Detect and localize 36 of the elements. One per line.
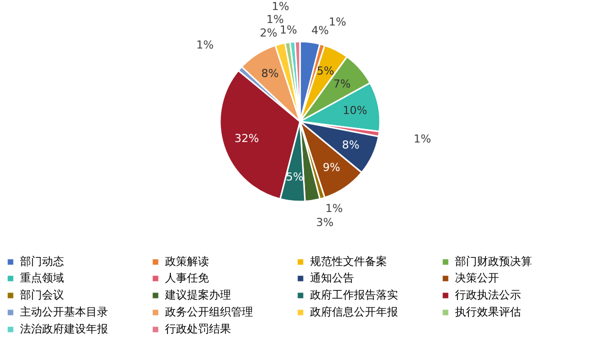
legend-label: 政府工作报告落实 (310, 288, 398, 302)
legend-label: 行政执法公示 (455, 288, 521, 302)
legend-label: 法治政府建设年报 (20, 322, 108, 336)
legend-label: 执行效果评估 (455, 306, 521, 318)
data-label: 1% (272, 0, 290, 14)
data-label: 7% (333, 77, 351, 90)
legend-label: 政策解读 (165, 254, 209, 268)
data-label: 9% (322, 160, 340, 174)
data-label: 1% (196, 38, 214, 52)
data-label: 10% (342, 104, 368, 118)
data-label: 5% (286, 170, 304, 184)
legend-label: 重点领域 (20, 272, 64, 284)
legend-label: 规范性文件备案 (310, 254, 387, 268)
legend-label: 部门动态 (20, 254, 64, 268)
legend-label: 政府信息公开年报 (310, 306, 398, 318)
data-label: 1% (414, 132, 432, 146)
data-label: 8% (342, 138, 360, 152)
data-label: 2% (260, 26, 278, 40)
legend-label: 部门财政预决算 (455, 254, 532, 268)
legend-label: 人事任免 (165, 272, 209, 284)
legend-label: 主动公开基本目录 (20, 306, 108, 318)
data-label: 1% (280, 24, 298, 37)
legend-label: 通知公告 (310, 272, 354, 284)
data-label: 5% (316, 64, 334, 78)
data-label: 8% (261, 67, 279, 80)
legend-label: 政务公开组织管理 (165, 306, 253, 318)
legend-label: 部门会议 (20, 288, 64, 302)
legend-label: 建议提案办理 (164, 288, 231, 302)
data-label: 1% (266, 12, 284, 26)
data-label: 1% (328, 16, 346, 29)
legend-label: 决策公开 (455, 272, 499, 284)
data-label: 32% (234, 132, 259, 145)
data-label: 1% (325, 202, 343, 215)
legend-label: 行政处罚结果 (165, 322, 231, 336)
data-label: 4% (311, 24, 329, 38)
data-label: 3% (316, 216, 334, 230)
